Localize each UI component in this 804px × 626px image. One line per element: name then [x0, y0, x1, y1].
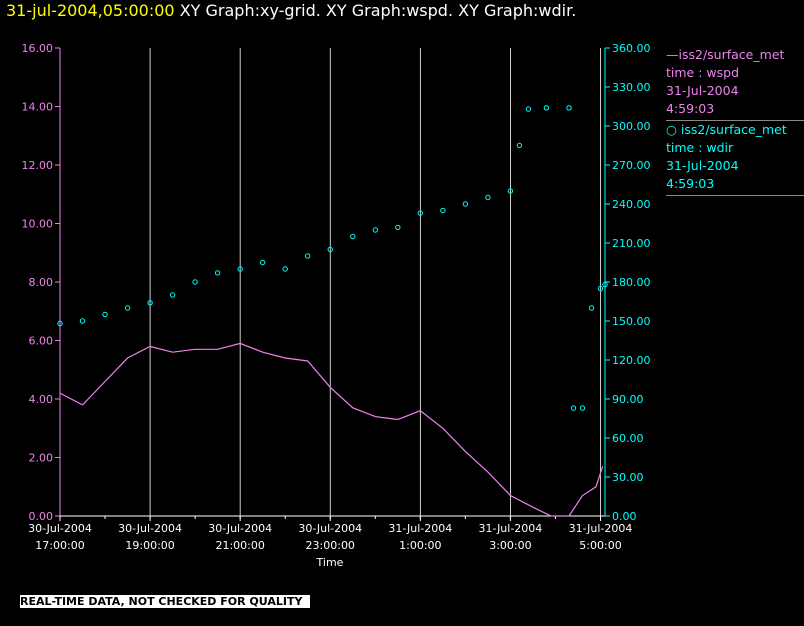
x-tick-time: 19:00:00 — [125, 539, 174, 552]
series-point-wdir — [260, 259, 266, 266]
right-tick-label: 270.00 — [612, 159, 651, 172]
legend-wdir-var: time : wdir — [666, 140, 734, 155]
right-tick-label: 150.00 — [612, 315, 651, 328]
legend-wspd-source: —iss2/surface_met — [666, 47, 785, 62]
series-point-wdir — [282, 266, 288, 272]
legend-wdir-date: 31-Jul-2004 — [666, 158, 739, 173]
legend-wspd-date: 31-Jul-2004 — [666, 83, 739, 98]
x-tick-time: 5:00:00 — [579, 539, 621, 552]
right-tick-label: 60.00 — [612, 432, 644, 445]
right-tick-label: 300.00 — [612, 120, 651, 133]
grid-lines — [149, 48, 601, 516]
x-tick-time: 3:00:00 — [489, 539, 531, 552]
series-point-wdir — [525, 106, 532, 112]
legend: —iss2/surface_met time : wspd 31-Jul-200… — [666, 46, 804, 196]
series-line-wspd — [59, 342, 604, 517]
left-tick-label: 14.00 — [22, 101, 54, 114]
x-tick-time: 17:00:00 — [35, 539, 84, 552]
series-point-wdir — [570, 405, 577, 411]
left-tick-label: 2.00 — [29, 452, 54, 465]
quality-disclaimer: REAL-TIME DATA, NOT CHECKED FOR QUALITY — [20, 595, 311, 608]
header-titles: XY Graph:xy-grid. XY Graph:wspd. XY Grap… — [179, 1, 577, 20]
series-point-wdir — [57, 320, 63, 327]
left-tick-label: 10.00 — [22, 218, 54, 231]
right-tick-label: 210.00 — [612, 237, 651, 250]
x-axis-label: Time — [316, 556, 344, 569]
legend-wdir-source: ○ iss2/surface_met — [666, 122, 787, 137]
series-point-wdir — [462, 201, 469, 207]
left-axis-ticks: 0.00 2.00 4.00 6.00 8.00 10.00 12.00 14.00 16.00 — [22, 42, 60, 523]
series-point-wdir — [566, 105, 572, 111]
x-axis-ticks: 30-Jul-2004 17:00:00 30-Jul-2004 19:00:00 30… — [28, 516, 632, 552]
series-point-wdir — [579, 405, 586, 411]
chart-header: 31-jul-2004,05:00:00 XY Graph:xy-grid. X… — [6, 1, 576, 20]
x-tick-date: 30-Jul-2004 — [118, 522, 182, 535]
series-point-wdir — [305, 253, 311, 259]
right-axis-ticks: 0.00 30.00 60.00 90.00 120.00 150.00 180.00 210… — [605, 42, 651, 523]
series-point-wdir — [350, 233, 356, 240]
axes — [59, 48, 606, 517]
series-point-wdir — [597, 285, 604, 292]
series-point-wdir — [124, 305, 131, 311]
left-tick-label: 12.00 — [22, 159, 54, 172]
series-point-wdir — [79, 318, 86, 324]
x-tick-time: 21:00:00 — [215, 539, 264, 552]
left-tick-label: 0.00 — [29, 510, 54, 523]
left-tick-label: 16.00 — [22, 42, 54, 55]
series-point-wdir — [372, 227, 378, 233]
x-tick-date: 30-Jul-2004 — [298, 522, 362, 535]
series-point-wdir — [147, 300, 153, 306]
right-tick-label: 330.00 — [612, 81, 651, 94]
right-tick-label: 30.00 — [612, 471, 644, 484]
x-tick-date: 30-Jul-2004 — [208, 522, 272, 535]
x-tick-time: 23:00:00 — [306, 539, 355, 552]
right-tick-label: 360.00 — [612, 42, 651, 55]
left-tick-label: 6.00 — [29, 335, 54, 348]
series-point-wdir — [192, 279, 198, 285]
series-point-wdir — [169, 292, 176, 298]
right-tick-label: 240.00 — [612, 198, 651, 211]
left-tick-label: 8.00 — [29, 276, 54, 289]
series-point-wdir — [237, 266, 243, 272]
legend-wspd-var: time : wspd — [666, 65, 740, 80]
legend-entry-wdir: ○ iss2/surface_met time : wdir 31-Jul-20… — [666, 121, 804, 196]
series-point-wdir — [588, 305, 595, 311]
series-point-wdir — [602, 281, 608, 288]
legend-wspd-time: 4:59:03 — [666, 101, 715, 116]
series-group — [57, 105, 608, 517]
series-point-wdir — [440, 207, 446, 214]
series-point-wdir — [516, 142, 523, 149]
x-tick-date: 30-Jul-2004 — [28, 522, 92, 535]
series-point-wdir — [507, 188, 514, 194]
series-point-wdir — [214, 270, 221, 276]
header-timestamp: 31-jul-2004,05:00:00 — [6, 1, 175, 20]
x-tick-date: 31-Jul-2004 — [569, 522, 633, 535]
right-tick-label: 180.00 — [612, 276, 651, 289]
right-tick-label: 0.00 — [612, 510, 637, 523]
series-point-wdir — [485, 194, 491, 201]
x-tick-date: 31-Jul-2004 — [388, 522, 452, 535]
series-point-wdir — [327, 246, 333, 253]
right-tick-label: 90.00 — [612, 393, 644, 406]
series-point-wdir — [417, 210, 423, 216]
legend-wdir-time: 4:59:03 — [666, 176, 715, 191]
left-tick-label: 4.00 — [29, 393, 54, 406]
right-tick-label: 120.00 — [612, 354, 651, 367]
x-tick-date: 31-Jul-2004 — [478, 522, 542, 535]
series-point-wdir — [395, 224, 401, 231]
series-point-wdir — [102, 311, 108, 318]
x-tick-time: 1:00:00 — [399, 539, 441, 552]
series-point-wdir — [543, 105, 550, 111]
legend-entry-wspd: —iss2/surface_met time : wspd 31-Jul-200… — [666, 46, 804, 121]
